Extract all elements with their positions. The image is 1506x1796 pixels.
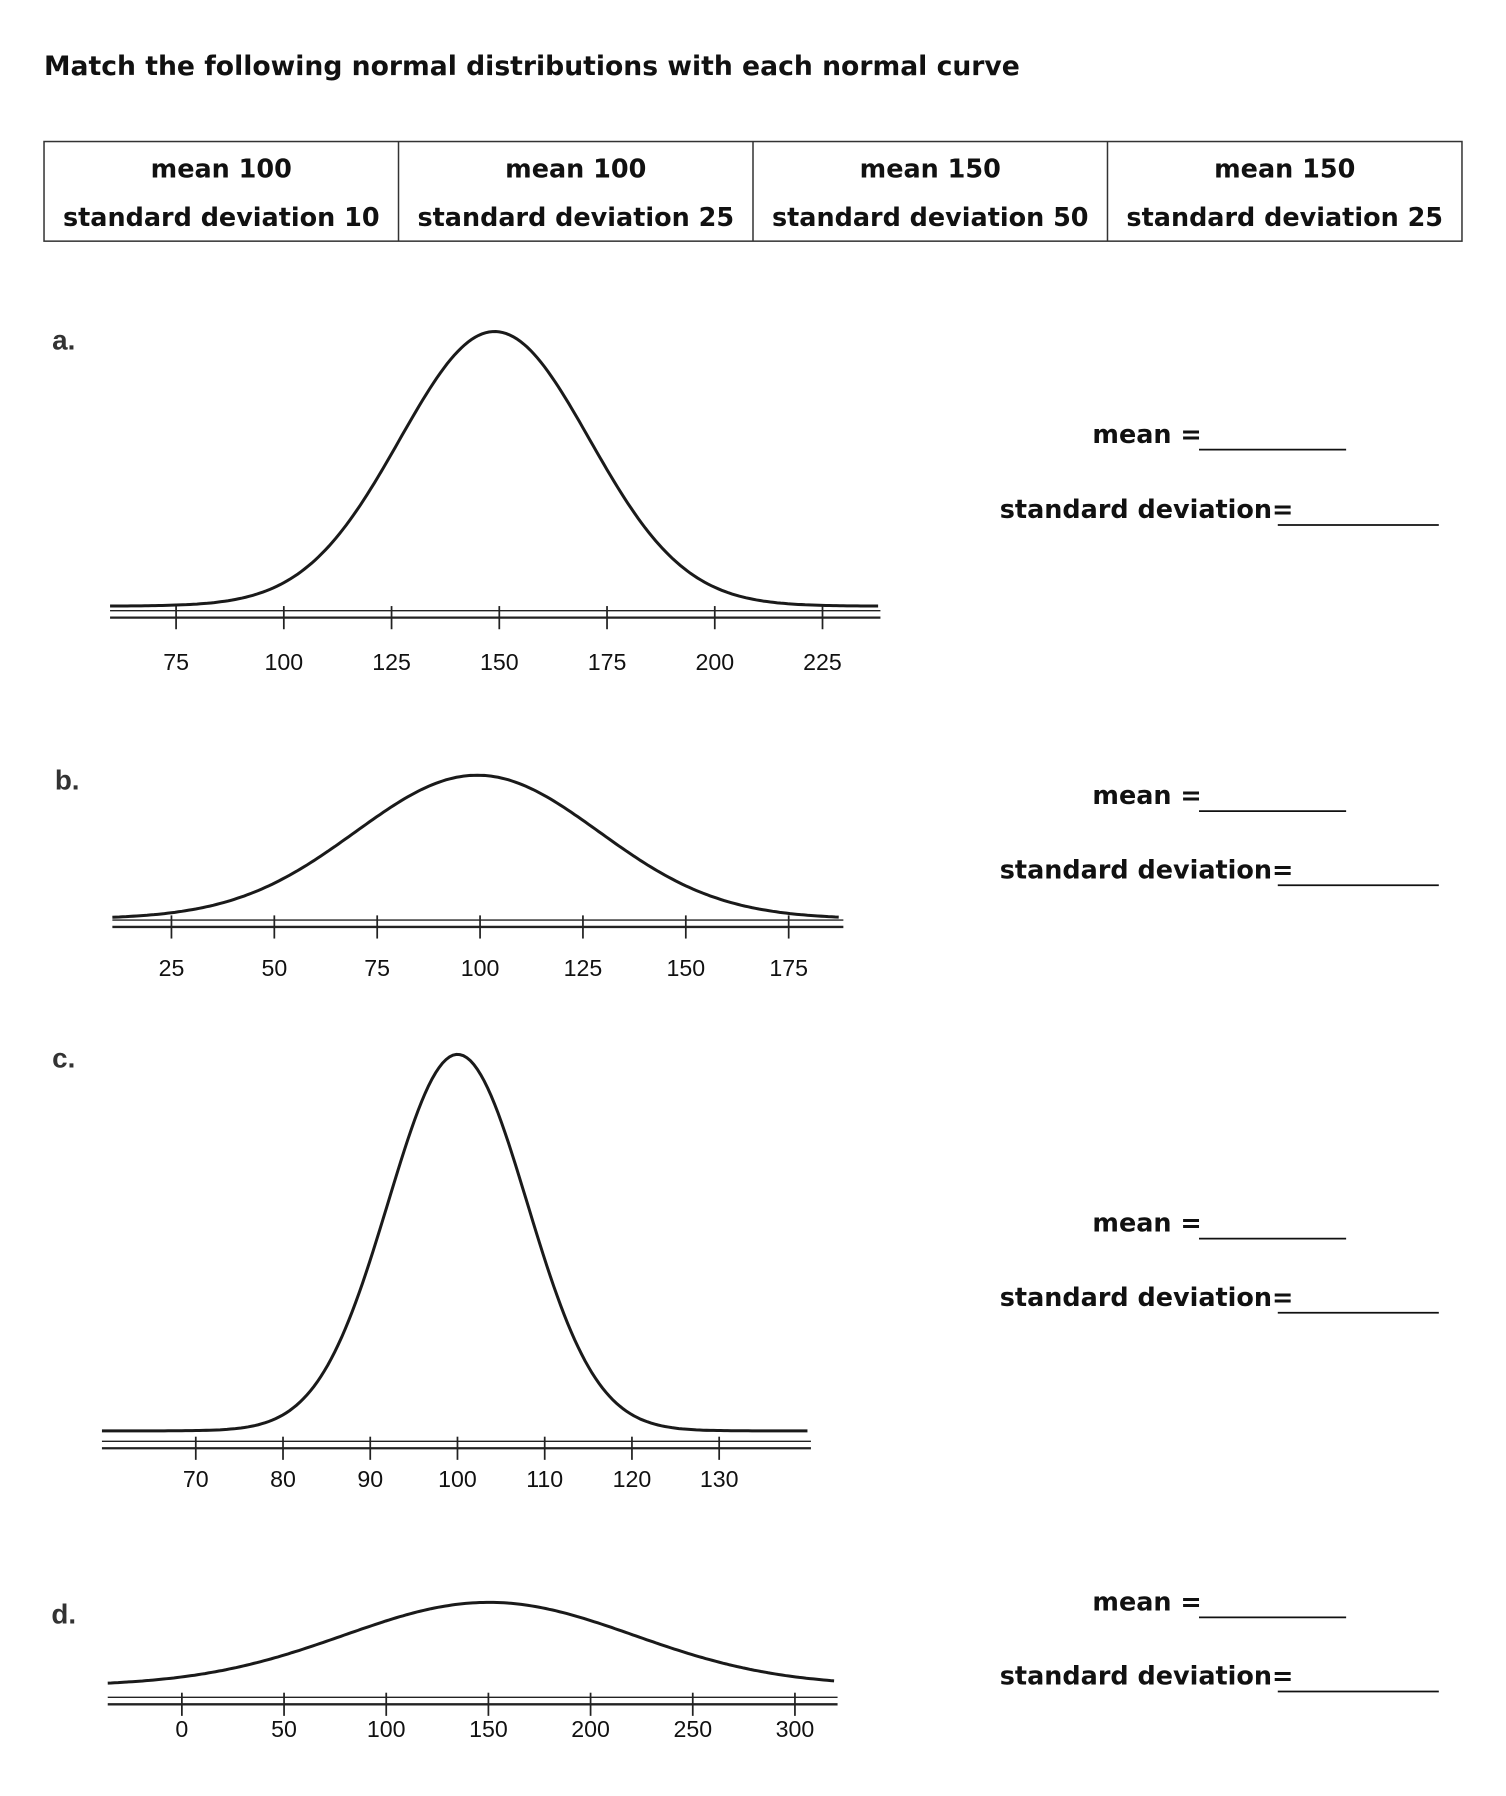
sd-prompt: standard deviation=: [1000, 1662, 1294, 1692]
tick-label: 300: [776, 1716, 815, 1742]
problem: b. 25 50 75 100 125 150 175 mean = standard devia…: [55, 764, 1439, 981]
normal-curve: [112, 773, 839, 919]
problem-label: a.: [52, 324, 75, 355]
tick-label: 70: [183, 1466, 209, 1492]
problem-label: d.: [51, 1599, 76, 1630]
tick-label: 175: [769, 955, 808, 981]
sd-prompt: standard deviation=: [1000, 495, 1294, 525]
tick-label: 150: [480, 649, 519, 675]
tick-label: 200: [695, 649, 734, 675]
tick-label: 110: [526, 1466, 563, 1492]
tick-label: 50: [261, 955, 287, 981]
tick-label: 150: [469, 1716, 508, 1742]
table-cell-text: mean 150: [1214, 154, 1355, 184]
mean-prompt: mean =: [1092, 1209, 1201, 1239]
problem: d. 0 50 100 150 200 250 300 mean = standard devia…: [51, 1588, 1439, 1742]
tick-label: 100: [438, 1466, 477, 1492]
tick-label: 125: [372, 649, 411, 675]
problems: a. 75 100 125 150 175 200 225 mean = standard dev…: [51, 324, 1439, 1742]
table-cell-text: standard deviation 25: [417, 203, 734, 233]
table-cell-text: mean 100: [151, 154, 292, 184]
tick-label: 75: [163, 649, 189, 675]
title: Match the following normal distributions…: [44, 51, 1020, 82]
problem-label: c.: [52, 1043, 75, 1074]
sd-prompt: standard deviation=: [1000, 855, 1294, 885]
tick-label: 120: [613, 1466, 652, 1492]
tick-label: 50: [271, 1716, 297, 1742]
tick-label: 250: [673, 1716, 712, 1742]
normal-curve: [107, 1600, 835, 1685]
tick-label: 100: [265, 649, 304, 675]
mean-prompt: mean =: [1092, 781, 1201, 811]
tick-label: 100: [461, 955, 500, 981]
problem: a. 75 100 125 150 175 200 225 mean = standard dev…: [52, 324, 1439, 675]
mean-prompt: mean =: [1092, 420, 1201, 450]
tick-label: 100: [367, 1716, 406, 1742]
table-cell-text: standard deviation 10: [63, 203, 380, 233]
tick-label: 225: [803, 649, 842, 675]
table-cell-text: mean 100: [505, 154, 646, 184]
table-cell-text: standard deviation 50: [772, 203, 1089, 233]
tick-label: 125: [564, 955, 603, 981]
tick-label: 200: [571, 1716, 610, 1742]
tick-label: 80: [270, 1466, 296, 1492]
problem: c. 70 80 90 100 110 120 130 mean = standard devia…: [52, 1043, 1439, 1492]
tick-label: 0: [175, 1716, 188, 1742]
mean-prompt: mean =: [1092, 1588, 1201, 1618]
tick-label: 25: [159, 955, 185, 981]
sd-prompt: standard deviation=: [1000, 1283, 1294, 1313]
tick-label: 75: [364, 955, 390, 981]
tick-label: 175: [588, 649, 627, 675]
tick-label: 130: [700, 1466, 739, 1492]
normal-curve: [101, 1052, 808, 1433]
normal-curve: [110, 330, 879, 608]
tick-label: 150: [666, 955, 705, 981]
problem-label: b.: [55, 764, 80, 795]
table-cell-text: mean 150: [860, 154, 1001, 184]
tick-label: 90: [357, 1466, 383, 1492]
options-table: mean 100 standard deviation 10 mean 100 sta…: [43, 140, 1463, 242]
table-cell-text: standard deviation 25: [1126, 203, 1443, 233]
